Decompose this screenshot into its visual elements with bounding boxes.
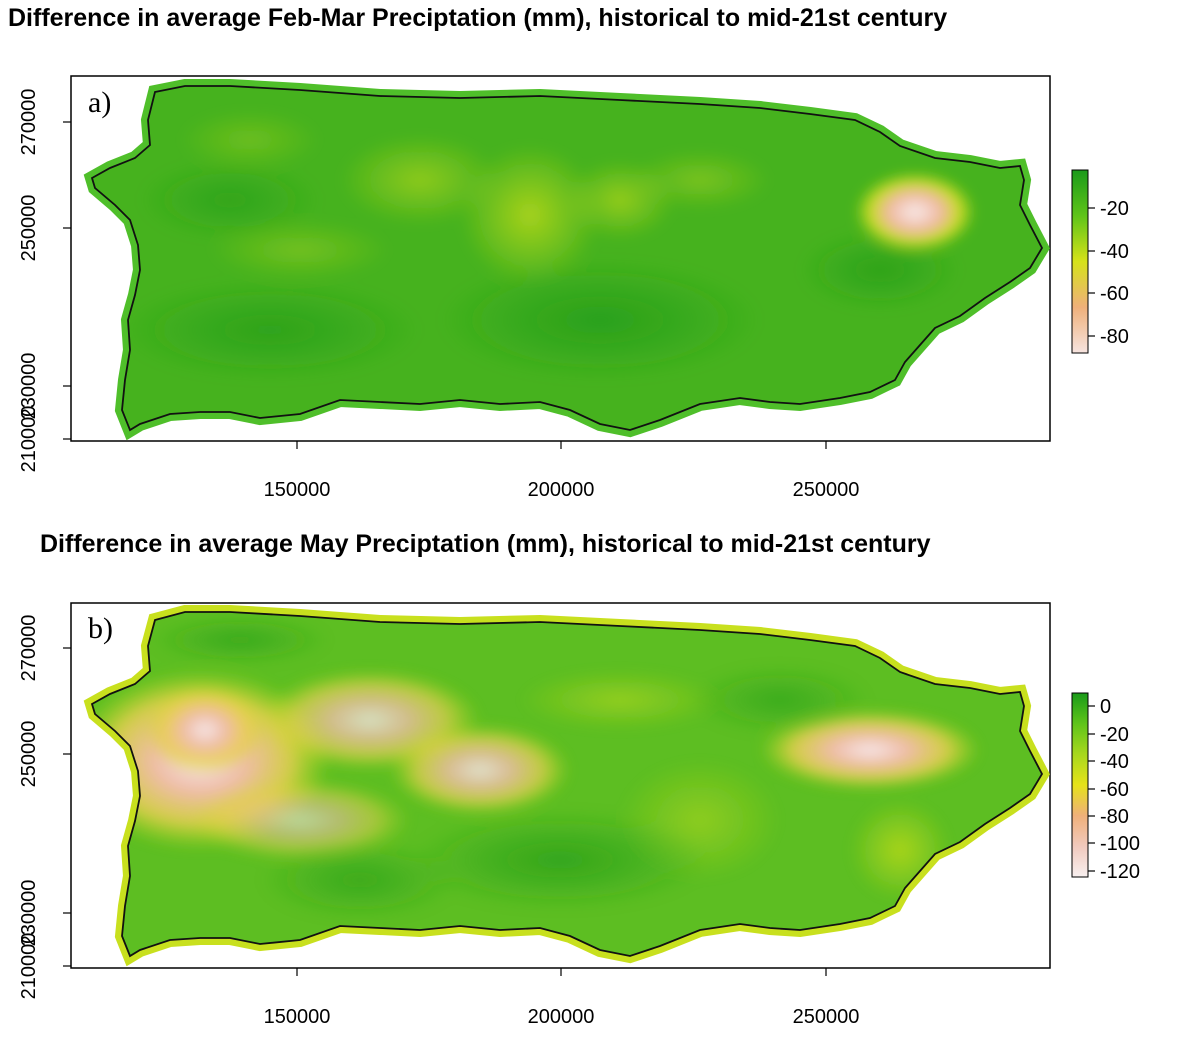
colorbar-tick-label: -60 [1100, 779, 1129, 801]
title-may: Difference in average May Preciptation (… [40, 530, 931, 558]
x-axis-a: 150000 200000 250000 [264, 441, 860, 501]
y-tick-label: 250000 [18, 195, 40, 262]
panel-label-a: a) [88, 86, 111, 119]
x-tick-label: 250000 [793, 479, 860, 501]
precip-raster-a [92, 86, 1042, 430]
x-tick-label: 200000 [528, 479, 595, 501]
colorbar-tick-label: -100 [1100, 833, 1140, 855]
y-tick-label: 270000 [18, 89, 40, 156]
colorbar-tick-label: -40 [1100, 751, 1129, 773]
colorbar-b: 0 -20 -40 -60 -80 -100 -120 [1071, 692, 1140, 883]
x-tick-label: 150000 [264, 1006, 331, 1028]
y-tick-label: 230000 [18, 880, 40, 947]
y-tick-label: 210000 [18, 933, 40, 1000]
colorbar-tick-label: -40 [1100, 241, 1129, 263]
y-tick-label: 270000 [18, 615, 40, 682]
colorbar-tick-label: 0 [1100, 696, 1111, 718]
x-axis-b: 150000 200000 250000 [264, 968, 860, 1028]
colorbar-tick-label: -80 [1100, 806, 1129, 828]
colorbar-tick-label: -20 [1100, 724, 1129, 746]
colorbar-ramp-b [1071, 692, 1089, 878]
colorbar-a: -20 -40 -60 -80 [1071, 169, 1129, 354]
x-tick-label: 200000 [528, 1006, 595, 1028]
colorbar-tick-label: -60 [1100, 283, 1129, 305]
colorbar-tick-label: -80 [1100, 326, 1129, 348]
panel-label-b: b) [88, 612, 113, 645]
colorbar-ramp-a [1071, 169, 1089, 354]
colorbar-tick-label: -120 [1100, 861, 1140, 883]
colorbar-tick-label: -20 [1100, 198, 1129, 220]
y-tick-label: 230000 [18, 353, 40, 420]
y-tick-label: 210000 [18, 406, 40, 473]
title-feb-mar: Difference in average Feb-Mar Preciptati… [8, 4, 948, 32]
precip-raster-b [92, 612, 1042, 956]
x-tick-label: 250000 [793, 1006, 860, 1028]
x-tick-label: 150000 [264, 479, 331, 501]
y-tick-label: 250000 [18, 721, 40, 788]
